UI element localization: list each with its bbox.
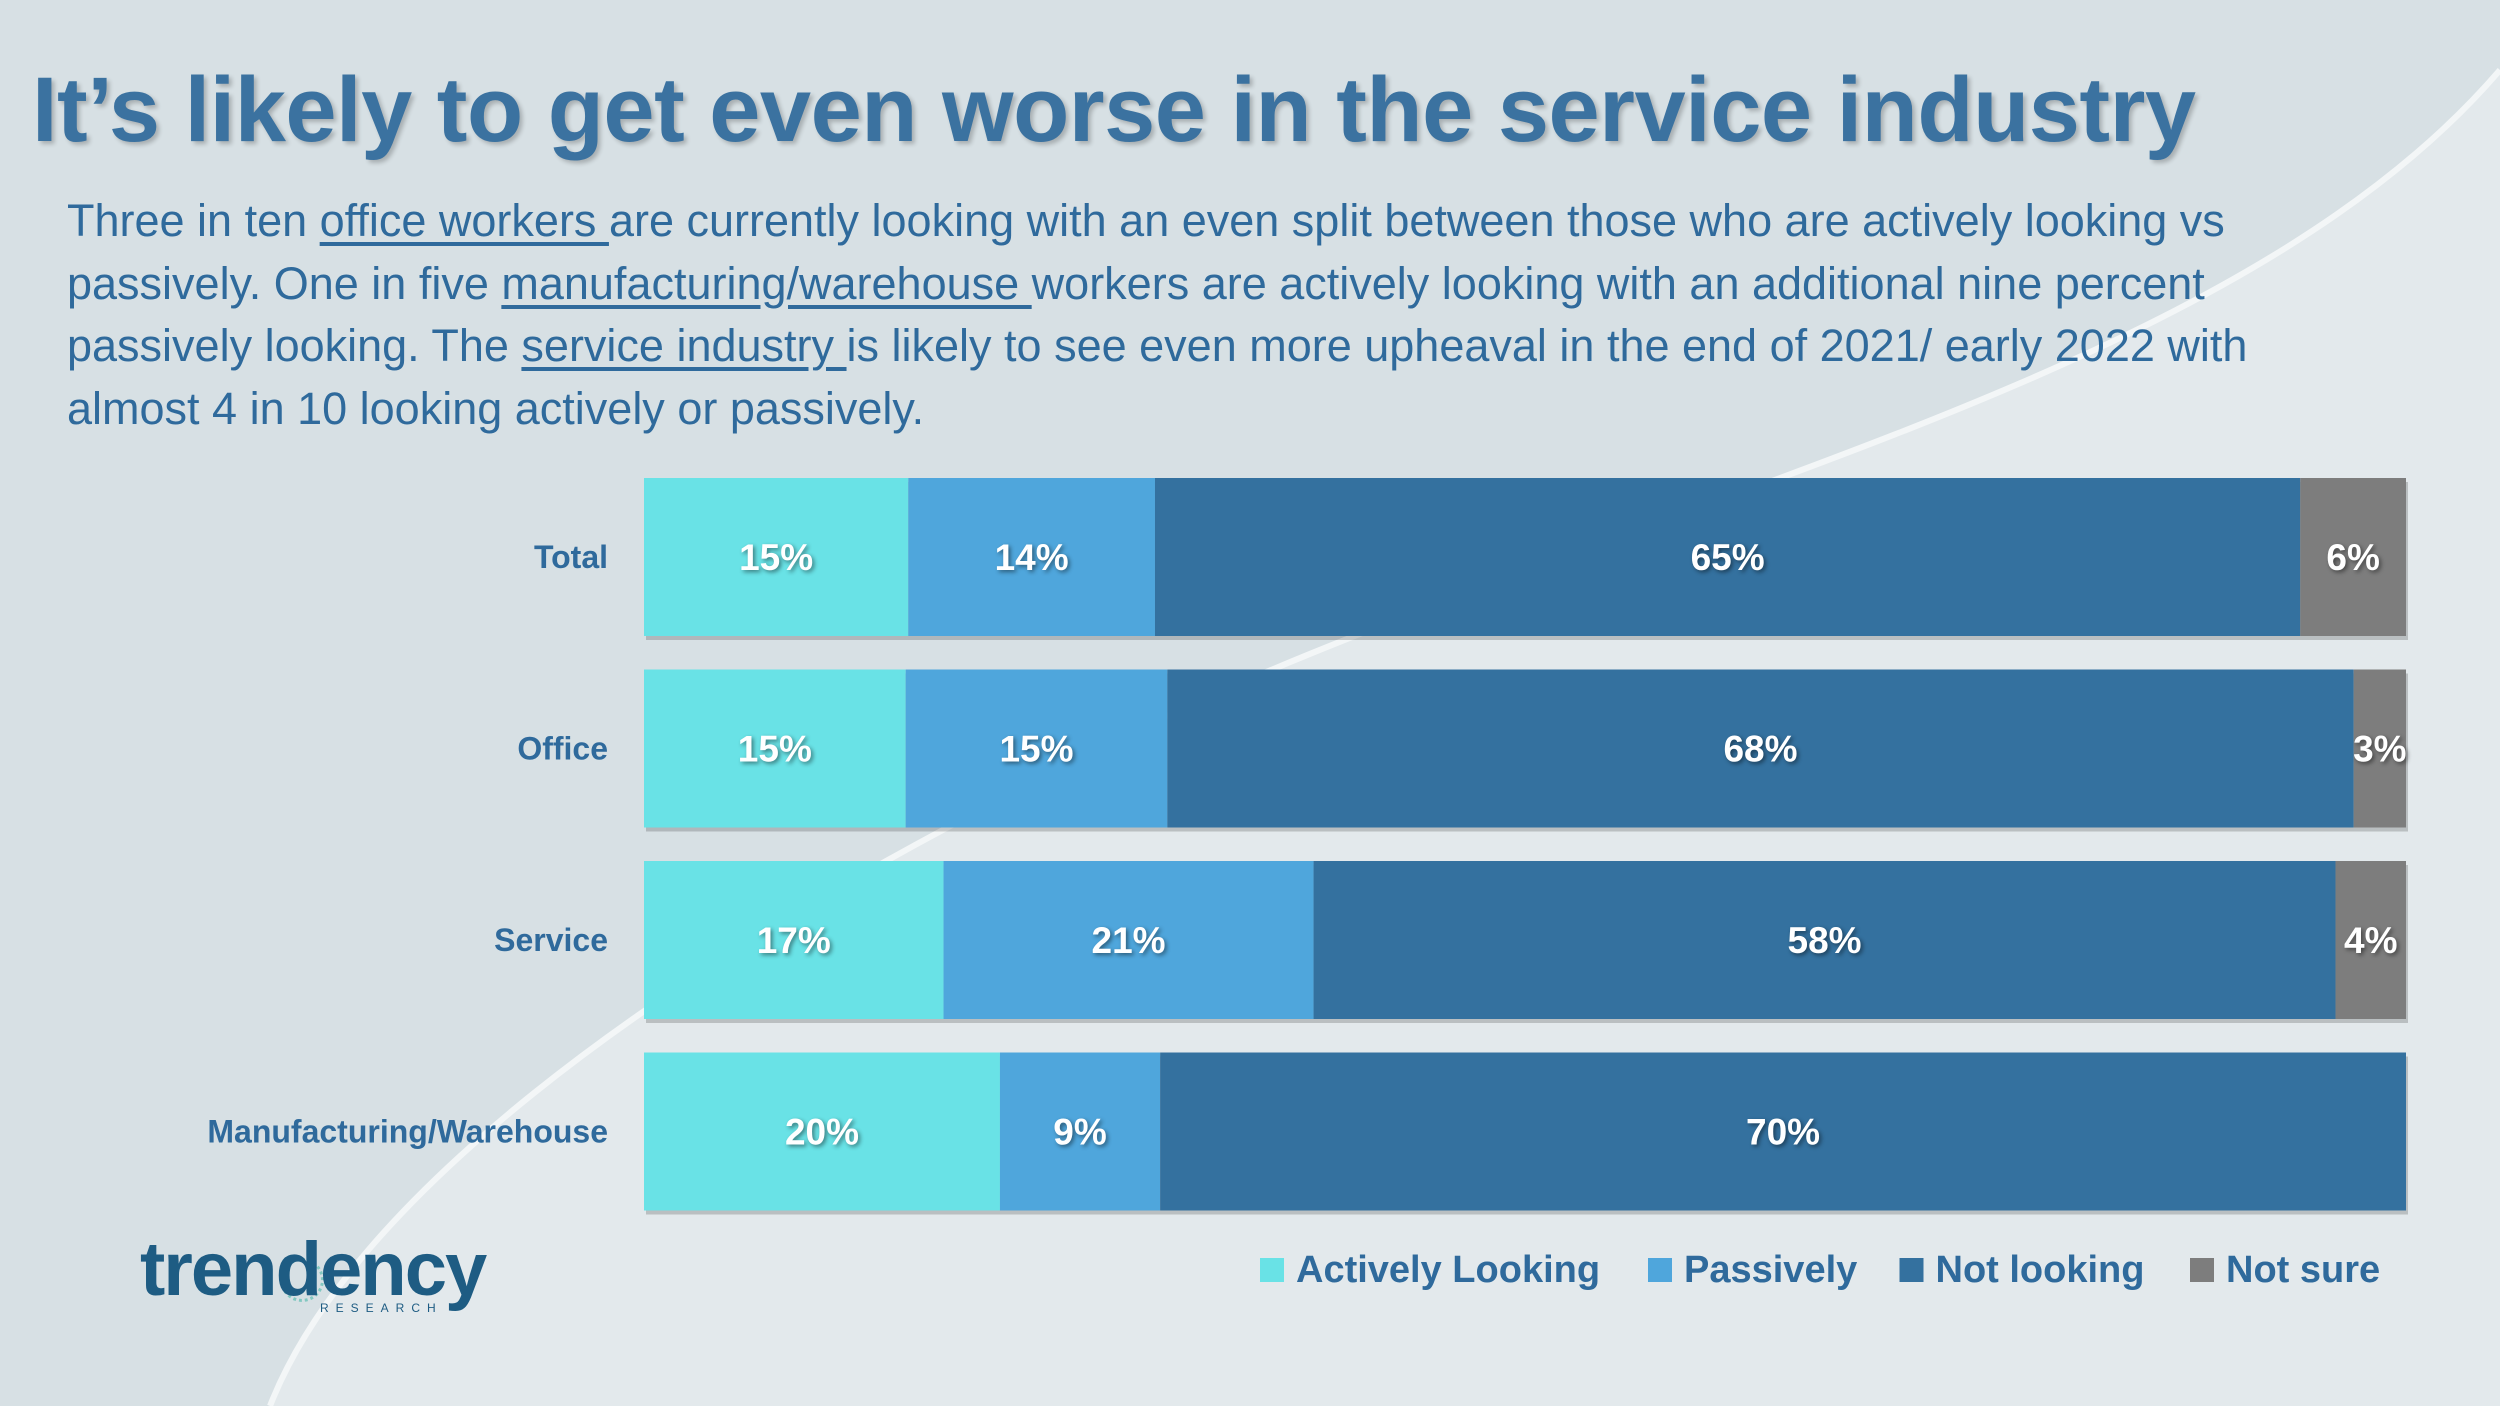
legend-label: Passively xyxy=(1684,1249,1857,1291)
subtitle-link-service-industry: service industry xyxy=(521,320,847,371)
bar-segment xyxy=(999,1052,1161,1211)
data-label: 6% xyxy=(2326,537,2379,578)
data-label: 70% xyxy=(1746,1112,1820,1153)
category-label: Manufacturing/Warehouse xyxy=(207,1114,608,1150)
legend-swatch xyxy=(1260,1258,1284,1282)
category-label: Office xyxy=(517,731,608,767)
category-label: Service xyxy=(494,922,608,958)
category-label: Total xyxy=(534,539,608,575)
subtitle-link-manufacturing: manufacturing/warehouse xyxy=(501,257,1032,309)
data-label: 20% xyxy=(785,1112,859,1153)
logo-dot-icon xyxy=(280,1258,324,1302)
data-label: 15% xyxy=(739,537,813,578)
data-label: 15% xyxy=(999,729,1073,770)
logo-subtext: RESEARCH xyxy=(320,1301,443,1315)
data-label: 15% xyxy=(738,729,812,770)
subtitle-text-1: Three in ten xyxy=(67,195,320,246)
bar-segment xyxy=(908,478,1155,636)
subtitle-text-3: workers are actively looking with an add… xyxy=(67,257,2205,372)
page-title: It’s likely to get even worse in the ser… xyxy=(32,59,2196,161)
legend-label: Not sure xyxy=(2226,1249,2380,1291)
data-label: 65% xyxy=(1691,537,1765,578)
bar-segment xyxy=(1154,478,2301,636)
subtitle-text-2: are currently looking with an even split… xyxy=(67,195,2225,309)
bar-segment xyxy=(644,478,909,636)
data-label: 58% xyxy=(1788,920,1862,961)
subtitle: Three in ten office workers are currentl… xyxy=(67,190,2307,440)
data-label: 9% xyxy=(1053,1112,1106,1153)
legend-label: Not looking xyxy=(1936,1249,2145,1291)
bar-segment xyxy=(2353,669,2406,828)
data-label: 3% xyxy=(2353,729,2406,770)
subtitle-link-office-workers: office workers xyxy=(319,195,609,246)
trendency-logo: trendency RESEARCH xyxy=(140,1230,487,1320)
data-label: 17% xyxy=(757,920,831,961)
legend-label: Actively Looking xyxy=(1296,1249,1600,1291)
data-label: 68% xyxy=(1723,729,1797,770)
subtitle-text-4: is likely to see even more upheaval in t… xyxy=(67,320,2248,434)
bar-segment xyxy=(644,1052,1000,1211)
legend-swatch xyxy=(2190,1258,2214,1282)
logo-wordmark: trendency xyxy=(140,1227,487,1312)
legend-swatch xyxy=(1899,1258,1924,1282)
data-label: 21% xyxy=(1092,920,1166,961)
data-label: 4% xyxy=(2344,920,2397,961)
bar-segment xyxy=(2335,861,2406,1019)
bar-segment xyxy=(1313,861,2336,1019)
bar-segment xyxy=(905,669,1168,828)
bar-segment xyxy=(1160,1052,2406,1211)
bar-segment xyxy=(943,861,1314,1019)
data-label: 14% xyxy=(995,537,1069,578)
bar-segment xyxy=(644,861,944,1019)
bar-segment xyxy=(2300,478,2406,636)
bar-segment xyxy=(644,669,906,828)
bar-segment xyxy=(1167,669,2354,828)
legend-swatch xyxy=(1648,1258,1672,1282)
